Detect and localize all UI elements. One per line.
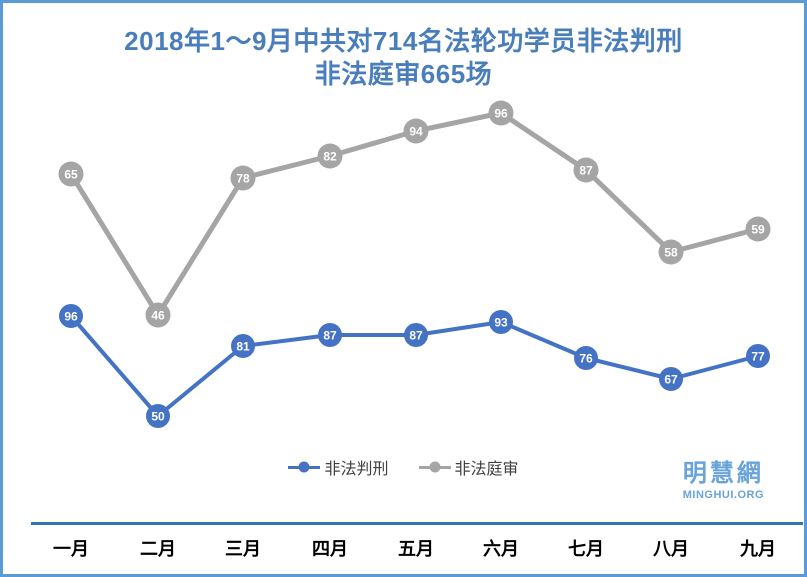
data-point-marker (146, 404, 170, 428)
chart-title-line2: 非法庭审665场 (314, 59, 493, 89)
chart-legend: 非法判刑 非法庭审 (3, 455, 804, 479)
x-axis-label: 八月 (653, 539, 689, 559)
chart-title-line1: 2018年1～9月中共对714名法轮功学员非法判刑 (124, 26, 683, 56)
legend-label-trials: 非法庭审 (454, 461, 519, 478)
x-axis-label: 一月 (53, 539, 89, 559)
data-point-label: 50 (151, 410, 165, 424)
minghui-logo-latin: MINGHUI.ORG (682, 489, 764, 502)
data-point-label: 46 (151, 309, 165, 323)
data-point-marker (574, 346, 598, 370)
data-point-marker (489, 310, 513, 334)
data-point-label: 87 (409, 329, 423, 343)
data-point-marker (658, 239, 684, 265)
data-point-label: 96 (64, 310, 78, 324)
minghui-logo-cjk: 明慧網 (682, 460, 764, 487)
data-point-label: 77 (751, 350, 765, 364)
data-point-label: 81 (236, 340, 250, 354)
minghui-logo: 明慧網 MINGHUI.ORG (682, 460, 764, 502)
legend-item-sentencing: 非法判刑 (288, 455, 389, 479)
data-point-label: 67 (664, 373, 678, 387)
data-point-label: 87 (579, 164, 593, 178)
line-chart-plot: 65 46 78 82 94 96 87 58 59 96 50 81 87 87 93 76 67 77 (58, 100, 771, 428)
data-point-marker (403, 118, 429, 144)
legend-line-marker-icon (418, 461, 451, 473)
legend-label-sentencing: 非法判刑 (324, 461, 389, 478)
legend-item-trials: 非法庭审 (418, 455, 519, 479)
data-point-marker (746, 344, 770, 368)
data-point-marker (488, 100, 514, 126)
data-point-label: 87 (323, 329, 337, 343)
x-axis-label: 七月 (568, 539, 604, 559)
data-point-label: 93 (494, 316, 508, 330)
data-point-label: 58 (664, 246, 678, 260)
data-point-marker (145, 302, 171, 328)
data-point-label: 76 (579, 352, 593, 366)
data-point-marker (573, 157, 599, 183)
x-axis-label: 五月 (398, 539, 434, 559)
data-point-marker (231, 334, 255, 358)
data-point-marker (58, 161, 84, 187)
data-point-marker (745, 216, 771, 242)
data-point-marker (230, 165, 256, 191)
x-axis-line (31, 522, 803, 525)
x-axis-label: 三月 (225, 539, 261, 559)
data-point-label: 78 (236, 172, 250, 186)
data-point-marker (659, 367, 683, 391)
x-axis-labels: 一月 二月 三月 四月 五月 六月 七月 八月 九月 (3, 535, 804, 563)
data-point-marker (318, 323, 342, 347)
x-axis-label: 二月 (140, 539, 176, 559)
data-point-label: 65 (64, 168, 78, 182)
data-point-marker (404, 323, 428, 347)
data-point-label: 94 (409, 125, 423, 139)
data-point-label: 82 (323, 150, 337, 164)
x-axis-label: 九月 (740, 539, 776, 559)
data-point-label: 96 (494, 107, 508, 121)
legend-dot-icon (429, 461, 440, 473)
data-point-marker (59, 304, 83, 328)
legend-dot-icon (298, 461, 310, 473)
data-point-marker (317, 143, 343, 169)
x-axis-label: 六月 (483, 539, 519, 559)
legend-line-marker-icon (288, 461, 321, 473)
x-axis-label: 四月 (312, 539, 348, 559)
data-point-label: 59 (751, 223, 765, 237)
chart-title: 2018年1～9月中共对714名法轮功学员非法判刑 非法庭审665场 (3, 25, 804, 91)
